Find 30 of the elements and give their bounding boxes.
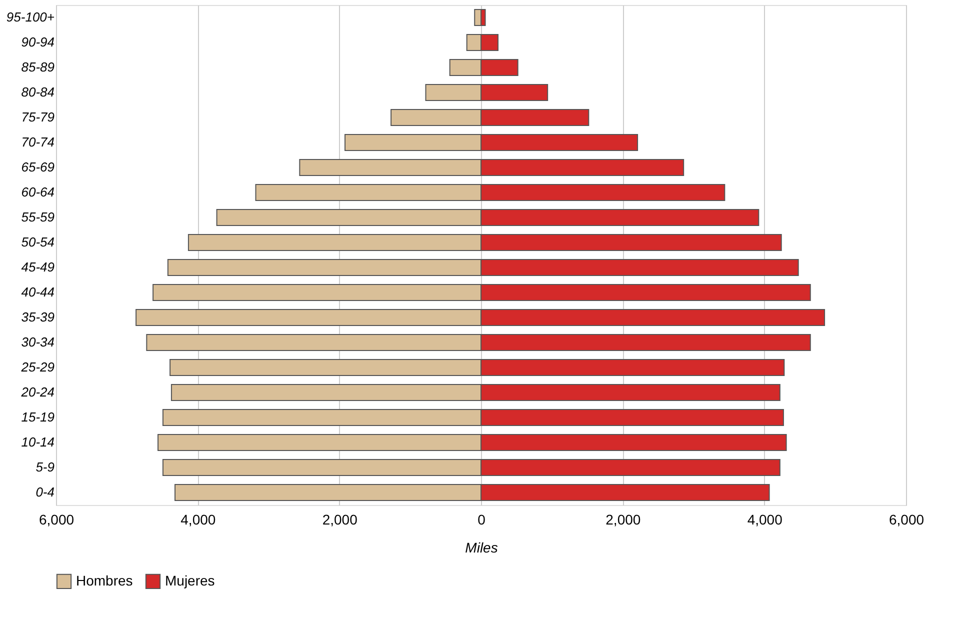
y-tick-label: 45-49 — [21, 260, 54, 274]
x-tick-label: 4,000 — [180, 512, 216, 528]
y-tick-label: 25-29 — [20, 360, 54, 374]
x-tick-label: 2,000 — [322, 512, 358, 528]
y-tick-label: 90-94 — [21, 34, 54, 50]
y-tick-label: 55-59 — [21, 210, 54, 224]
x-axis-title: Miles — [465, 540, 498, 556]
legend-label: Hombres — [76, 572, 133, 588]
y-tick-label: 35-39 — [21, 310, 54, 324]
x-tick-label: 4,000 — [747, 512, 783, 528]
y-tick-label: 15-19 — [21, 410, 54, 424]
y-tick-label: 60-64 — [21, 184, 54, 200]
legend-label: Mujeres — [165, 572, 215, 588]
x-tick-label: 0 — [478, 512, 486, 528]
y-tick-label: 40-44 — [21, 284, 54, 300]
x-tick-label: 6,000 — [38, 512, 74, 528]
y-tick-label: 30-34 — [21, 334, 54, 350]
y-tick-label: 10-14 — [21, 434, 54, 450]
y-tick-label: 80-84 — [21, 84, 54, 100]
y-tick-label: 65-69 — [21, 160, 54, 174]
y-tick-label: 85-89 — [21, 60, 54, 74]
x-tick-label: 6,000 — [888, 512, 924, 528]
y-tick-label: 50-54 — [21, 234, 54, 250]
x-tick-label: 2,000 — [606, 512, 641, 528]
y-tick-label: 0-4 — [36, 484, 54, 500]
y-tick-label: 5-9 — [36, 460, 54, 474]
y-tick-label: 20-24 — [20, 384, 54, 400]
y-tick-label: 70-74 — [21, 134, 54, 150]
y-tick-label: 95-100+ — [6, 10, 55, 24]
y-tick-label: 75-79 — [21, 110, 54, 124]
